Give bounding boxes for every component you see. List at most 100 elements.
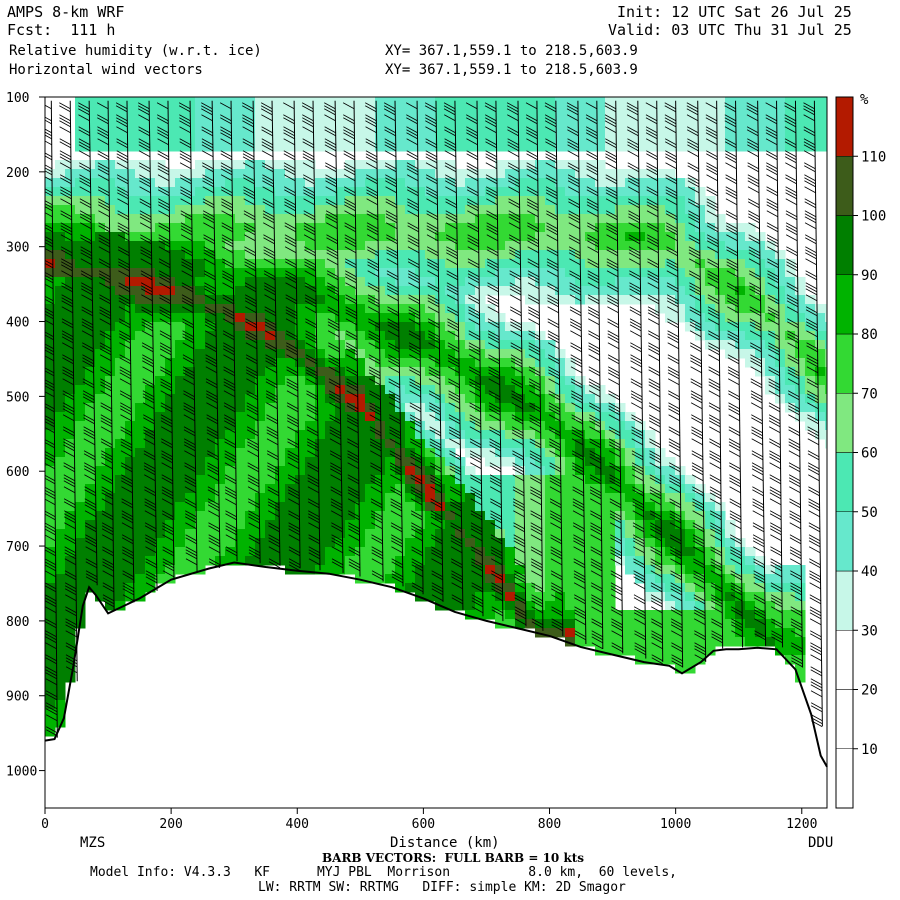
barb-flag: [287, 438, 299, 446]
rh-cell: [535, 115, 546, 125]
barb-flag: [162, 522, 174, 530]
rh-cell: [425, 385, 436, 395]
rh-cell: [45, 412, 56, 422]
rh-cell: [715, 610, 726, 620]
rh-cell: [635, 457, 646, 467]
barb-flag: [206, 393, 218, 401]
field-rh-label: Relative humidity (w.r.t. ice): [9, 43, 262, 59]
rh-cell: [195, 205, 206, 215]
rh-cell: [785, 340, 796, 350]
rh-cell: [625, 232, 636, 242]
rh-cell: [695, 493, 706, 503]
rh-cell: [535, 250, 546, 260]
barb-flag: [285, 282, 297, 290]
rh-cell: [105, 97, 116, 107]
rh-cell: [595, 457, 606, 467]
barb-column: [96, 100, 115, 612]
rh-cell: [45, 376, 56, 386]
rh-cell: [555, 628, 566, 638]
rh-cell: [225, 106, 236, 116]
rh-cell: [235, 466, 246, 476]
barb-flag: [59, 114, 71, 122]
rh-cell: [305, 385, 316, 395]
rh-cell: [435, 187, 446, 197]
rh-cell: [85, 205, 96, 215]
rh-cell: [485, 385, 496, 395]
barb-flag: [145, 558, 157, 566]
rh-cell: [115, 97, 126, 107]
barb-flag: [45, 382, 55, 389]
rh-cell: [755, 556, 766, 566]
rh-cell: [525, 592, 536, 602]
rh-cell: [545, 394, 556, 404]
rh-cell: [125, 457, 136, 467]
rh-cell: [85, 502, 96, 512]
rh-cell: [485, 115, 496, 125]
rh-cell: [155, 394, 166, 404]
rh-cell: [505, 241, 516, 251]
rh-cell: [775, 340, 786, 350]
barb-flag: [183, 390, 195, 398]
rh-cell: [715, 574, 726, 584]
barb-flag: [45, 355, 54, 362]
rh-cell: [75, 466, 86, 476]
rh-cell: [635, 421, 646, 431]
barb-flag: [116, 174, 129, 182]
barb-flag: [204, 330, 217, 338]
barb-flag: [143, 414, 155, 422]
rh-cell: [385, 304, 396, 314]
barb-flag: [120, 462, 133, 470]
rh-cell: [435, 448, 446, 458]
rh-cell: [125, 286, 136, 296]
barb-flag: [101, 498, 114, 506]
rh-cell: [815, 322, 826, 332]
barb-flag: [180, 177, 192, 185]
rh-cell: [665, 457, 676, 467]
barb-flag: [285, 294, 297, 302]
barb-flag: [80, 237, 92, 245]
barb-flag: [157, 138, 169, 146]
barb-flag: [80, 258, 93, 266]
rh-cell: [205, 457, 216, 467]
barb-flag: [182, 333, 194, 341]
rh-cell: [605, 250, 616, 260]
rh-cell: [765, 322, 776, 332]
rh-cell: [545, 421, 556, 431]
rh-cell: [625, 241, 636, 251]
rh-cell: [625, 556, 636, 566]
rh-cell: [355, 313, 366, 323]
barb-flag: [201, 150, 214, 158]
rh-cell: [215, 421, 226, 431]
barb-flag: [179, 120, 191, 128]
rh-cell: [625, 538, 636, 548]
barb-flag: [266, 417, 278, 425]
rh-cell: [405, 439, 416, 449]
rh-cell: [545, 178, 556, 188]
barb-flag: [62, 369, 74, 377]
barb-flag: [184, 498, 197, 506]
rh-cell: [505, 439, 516, 449]
rh-cell: [375, 187, 386, 197]
rh-cell: [395, 205, 406, 215]
rh-cell: [505, 511, 516, 521]
rh-cell: [765, 295, 776, 305]
rh-cell: [185, 439, 196, 449]
rh-cell: [615, 205, 626, 215]
barb-flag: [63, 477, 75, 485]
rh-cell: [145, 241, 156, 251]
rh-cell: [275, 331, 286, 341]
rh-cell: [685, 637, 696, 647]
rh-cell: [425, 574, 436, 584]
rh-cell: [405, 142, 416, 152]
rh-cell: [195, 97, 206, 107]
rh-cell: [235, 475, 246, 485]
rh-cell: [315, 286, 326, 296]
barb-flag: [157, 150, 169, 158]
rh-cell: [455, 313, 466, 323]
barb-flag: [119, 378, 132, 386]
barb-flag: [284, 240, 297, 248]
barb-flag: [139, 198, 151, 206]
rh-cell: [705, 277, 716, 287]
rh-cell: [265, 241, 276, 251]
